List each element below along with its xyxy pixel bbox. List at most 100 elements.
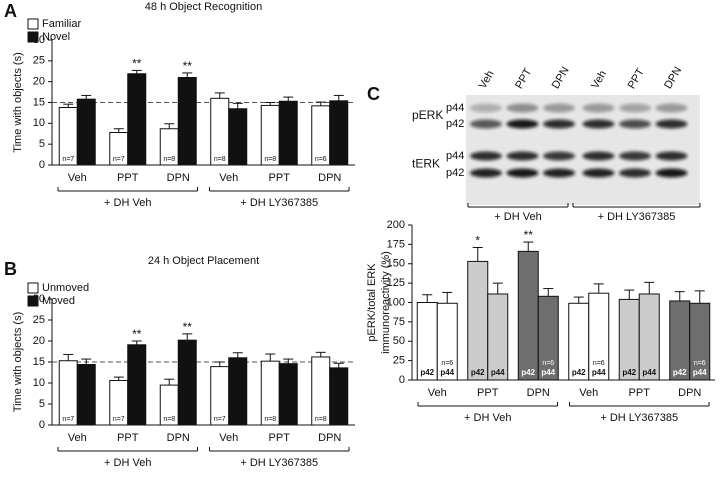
blot-lane-label: Veh [589,69,609,91]
x-tick-label: DPN [318,432,341,444]
bar-series-label: p44 [491,368,505,377]
y-axis-label: pERK/total ERK [366,263,378,342]
bar [278,363,298,426]
bar [329,100,349,166]
y-tick-label: 150 [387,258,405,270]
blot-band-label: p42 [446,167,464,179]
bar [177,339,197,426]
x-tick-label: Veh [68,172,87,184]
blot-row-label: tERK [412,157,440,171]
blot-row-label: pERK [412,108,443,122]
legend-swatch [27,295,39,307]
y-tick-label: 15 [33,356,45,368]
bar-series-label: p44 [592,368,606,377]
x-tick-label: DPN [167,172,190,184]
bar-series-label: p42 [420,368,434,377]
bar-series-label: p44 [642,368,656,377]
n-label: n=7 [62,416,74,423]
significance-label: ** [132,57,142,71]
bar [278,100,298,166]
n-label: n=7 [214,416,226,423]
n-label: n=6 [315,156,327,163]
bar [127,73,147,166]
y-tick-label: 50 [393,335,405,347]
blot-band [655,119,688,129]
bar [127,344,147,426]
y-tick-label: 25 [393,355,405,367]
n-label: n=8 [163,416,175,423]
x-tick-label: PPT [117,172,139,184]
blot-band [543,151,575,161]
x-tick-label: PPT [117,432,139,444]
panel-letter: A [4,1,17,21]
y-tick-label: 200 [387,219,405,231]
bar-series-label: p42 [622,368,636,377]
bar [517,250,539,381]
group-label: + DH Veh [104,457,151,469]
bar [638,293,660,381]
y-tick-label: 25 [33,314,45,326]
bar [76,364,96,426]
x-tick-label: DPN [318,172,341,184]
n-label: n=7 [62,156,74,163]
blot-band [582,119,615,129]
bar-series-label: p44 [693,368,707,377]
y-tick-label: 20 [33,335,45,347]
chart-title: 24 h Object Placement [148,255,259,267]
x-tick-label: PPT [629,387,651,399]
blot-group-label: + DH LY367385 [598,211,676,223]
blot-band [470,168,502,178]
blot-band [506,119,539,129]
blot-band-label: p42 [446,118,464,130]
n-label: n=8 [163,156,175,163]
bar-series-label: p42 [471,368,485,377]
group-label: + DH LY367385 [600,412,678,424]
n-label: n=6 [542,360,554,367]
blot-band [582,168,615,178]
significance-label: * [475,234,480,248]
bar-series-label: p42 [572,368,586,377]
group-label: + DH Veh [104,197,151,209]
legend-swatch [27,31,39,43]
y-tick-label: 0 [39,159,45,171]
x-tick-label: DPN [678,387,701,399]
y-tick-label: 25 [33,55,45,67]
legend-label: Novel [42,31,70,43]
blot-lane-label: PPT [513,66,534,91]
blot-band [655,103,688,113]
legend-swatch [27,18,39,30]
legend-swatch [27,282,39,294]
blot-band [582,103,615,113]
blot-lane-label: PPT [626,66,647,91]
legend-label: Familiar [42,18,81,30]
panel-letter: B [4,259,17,279]
n-label: n=6 [441,360,453,367]
blot-band [619,151,651,161]
n-label: n=6 [694,360,706,367]
blot-band [582,151,615,161]
n-label: n=8 [264,156,276,163]
y-tick-label: 125 [387,277,405,289]
x-tick-label: Veh [68,432,87,444]
bar [329,367,349,426]
blot-band [543,119,575,129]
x-tick-label: Veh [219,432,238,444]
y-tick-label: 5 [39,138,45,150]
significance-label: ** [132,327,142,341]
blot-band [543,168,575,178]
blot-image [466,95,700,205]
blot-lane-label: DPN [662,65,684,91]
panel-letter: C [367,84,380,104]
blot-band [655,168,688,178]
blot-band [619,119,651,129]
y-tick-label: 100 [387,296,405,308]
bar-series-label: p44 [541,368,555,377]
group-label: + DH Veh [464,412,511,424]
y-tick-label: 15 [33,96,45,108]
blot-band [543,103,575,113]
blot-lane-label: DPN [550,65,572,91]
bar [76,98,96,166]
y-tick-label: 0 [39,419,45,431]
legend-label: Unmoved [42,282,89,294]
